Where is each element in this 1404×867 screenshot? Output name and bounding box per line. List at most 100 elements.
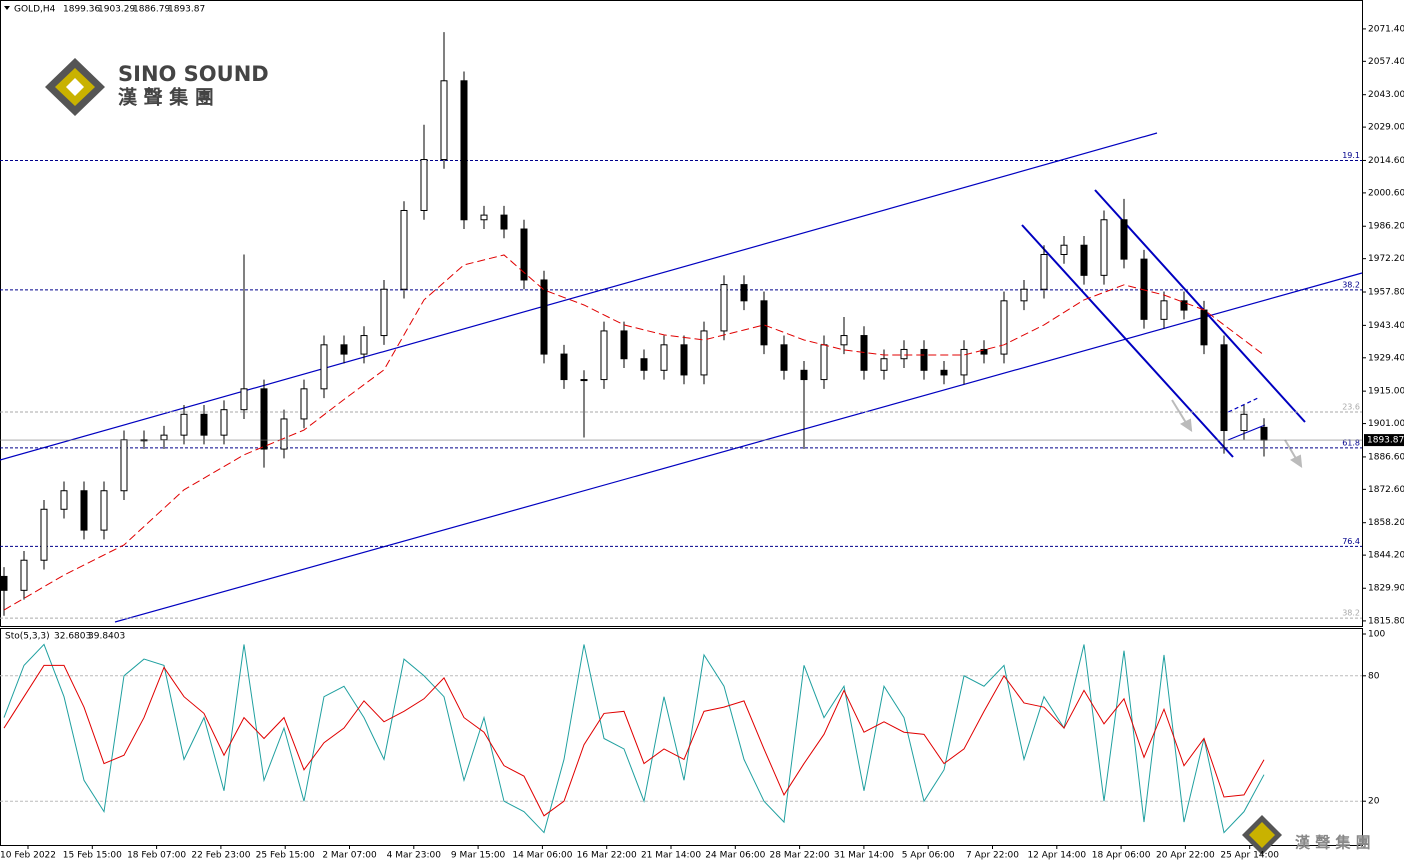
candle-body [480, 214, 488, 221]
arrows [1171, 399, 1303, 469]
candle-body [440, 80, 448, 161]
candle-body [660, 344, 668, 371]
trendline [1094, 189, 1306, 423]
candle-body [1200, 309, 1208, 346]
x-tick-label: 20 Apr 22:00 [1156, 851, 1215, 861]
candle-body [980, 348, 988, 355]
trendline [114, 272, 1363, 623]
x-tick-label: 18 Apr 06:00 [1092, 851, 1151, 861]
candle-body [180, 413, 188, 436]
logo-chinese: 漢 聲 集 團 [118, 86, 214, 109]
low: 1886.79 [133, 5, 170, 15]
y-tick-label: 80 [1368, 671, 1380, 681]
fib-label: 61.8 [1342, 438, 1360, 447]
candle-body [1020, 288, 1028, 302]
fib-label: 76.4 [1342, 537, 1360, 546]
y-tick-label: 1829.90 [1368, 584, 1404, 594]
menu-arrow [4, 6, 10, 10]
y-tick-label: 1901.00 [1368, 419, 1404, 429]
stoch-panel [0, 628, 1363, 846]
x-tick-label: 24 Mar 06:00 [705, 851, 765, 861]
candle-body [700, 330, 708, 376]
candle-body [1060, 244, 1068, 255]
candle-body [260, 388, 268, 450]
candle-body [1000, 300, 1008, 355]
x-tick-label: 25 Feb 15:00 [256, 851, 315, 861]
candle-body [960, 348, 968, 376]
y-tick-label: 1986.20 [1368, 222, 1404, 232]
x-tick-label: 15 Feb 15:00 [63, 851, 122, 861]
fib-label: 19.1 [1342, 151, 1360, 160]
x-tick-label: 5 Apr 06:00 [902, 851, 955, 861]
logo-mark [1249, 822, 1275, 848]
fib-label: 23.6 [1342, 402, 1360, 411]
x-tick-label: 10 Feb 2022 [0, 851, 56, 861]
candle-body [280, 418, 288, 450]
x-tick-label: 22 Feb 23:00 [191, 851, 250, 861]
candle-body [760, 300, 768, 346]
trendline [1021, 224, 1234, 458]
candle-body [20, 559, 28, 591]
arrow-head [1180, 418, 1193, 433]
trendlines [0, 132, 1363, 623]
x-tick-label: 31 Mar 14:00 [834, 851, 894, 861]
stoch-line [3, 664, 1265, 817]
candle-body [620, 330, 628, 360]
candle-body [520, 228, 528, 281]
y-tick-label: 2043.00 [1368, 90, 1404, 100]
x-tick-label: 14 Mar 06:00 [512, 851, 572, 861]
x-tick-label: 7 Apr 22:00 [966, 851, 1019, 861]
candle-body [360, 335, 368, 355]
candle-body [1260, 426, 1268, 441]
y-tick-label: 2071.40 [1368, 24, 1404, 34]
candle-body [80, 490, 88, 531]
candle-body [40, 508, 48, 561]
candle-body [460, 80, 468, 221]
logo-chinese: 漢 聲 集 團 [1295, 834, 1371, 852]
candle-body [420, 159, 428, 211]
candle-body [500, 214, 508, 230]
candle-body [720, 284, 728, 332]
candle-body [340, 344, 348, 355]
candle-body [100, 490, 108, 531]
high: 1903.29 [98, 5, 135, 15]
x-tick-label: 25 Apr 14:00 [1220, 851, 1279, 861]
candle-body [1220, 344, 1228, 432]
x-tick-label: 16 Mar 22:00 [577, 851, 637, 861]
stoch-main: 32.6803 [54, 632, 91, 642]
trendline [0, 132, 1158, 461]
candle-body [840, 335, 848, 346]
fib-label: 38.2 [1342, 609, 1360, 618]
stoch-title: Sto(5,3,3) [5, 632, 50, 642]
x-tick-label: 9 Mar 15:00 [451, 851, 506, 861]
candle-body [1040, 253, 1048, 290]
fib-label: 38.2 [1342, 280, 1360, 289]
candle-body [560, 353, 568, 381]
y-tick-label: 1844.20 [1368, 551, 1404, 561]
y-tick-label: 1872.60 [1368, 485, 1404, 495]
candle-body [540, 279, 548, 355]
y-tick-label: 1943.40 [1368, 321, 1404, 331]
candle-body [1240, 413, 1248, 432]
candle-body [600, 330, 608, 381]
x-tick-label: 2 Mar 07:00 [322, 851, 377, 861]
symbol: GOLD,H4 [14, 5, 56, 15]
candle-body [1180, 300, 1188, 311]
arrow-head [1290, 454, 1303, 469]
y-tick-label: 1915.00 [1368, 387, 1404, 397]
candle-body [1120, 219, 1128, 260]
candle-body [1160, 300, 1168, 320]
candle-body [240, 388, 248, 411]
candle-body [300, 388, 308, 420]
x-tick-label: 4 Mar 23:00 [387, 851, 442, 861]
candle-body [1100, 219, 1108, 276]
price-tag-label: 1893.87 [1367, 436, 1404, 446]
candle-body [60, 490, 68, 510]
y-tick-label: 20 [1368, 797, 1380, 807]
candle-body [740, 284, 748, 302]
candle-body [680, 344, 688, 376]
candle-body [800, 369, 808, 381]
stoch-line [3, 643, 1265, 834]
candle-body [320, 344, 328, 390]
